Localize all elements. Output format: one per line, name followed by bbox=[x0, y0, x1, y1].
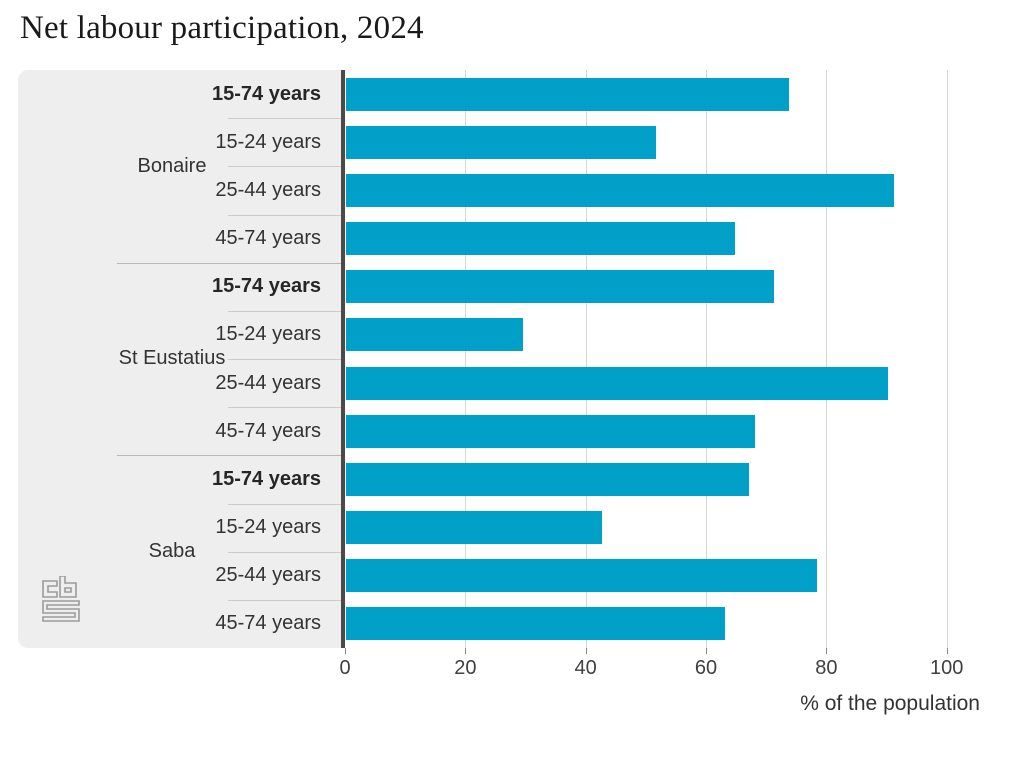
x-tick-label: 20 bbox=[454, 657, 477, 679]
gridline bbox=[946, 70, 948, 648]
bar bbox=[346, 462, 749, 496]
bar bbox=[346, 366, 888, 400]
bar bbox=[346, 559, 818, 593]
bar-row-label: 15-74 years bbox=[212, 82, 321, 105]
group-label: Bonaire bbox=[137, 154, 207, 177]
cbs-logo-c bbox=[42, 580, 58, 598]
cbs-logo bbox=[42, 576, 80, 622]
group-separator bbox=[117, 455, 345, 457]
gridline bbox=[706, 70, 708, 648]
gridline bbox=[465, 70, 467, 648]
row-separator bbox=[228, 407, 345, 409]
bar bbox=[346, 511, 602, 544]
bar bbox=[346, 125, 656, 159]
x-axis-ticks: 0 20 40 60 80 100 bbox=[18, 648, 1006, 698]
chart-title: Net labour participation, 2024 bbox=[20, 10, 424, 46]
row-separator bbox=[228, 503, 345, 505]
x-tick-label: 80 bbox=[815, 657, 838, 679]
x-tick-label: 0 bbox=[339, 657, 351, 679]
x-tick-label: 60 bbox=[694, 657, 718, 679]
x-tick-label: 40 bbox=[574, 657, 597, 679]
group-separator bbox=[117, 262, 345, 264]
cbs-logo-s bbox=[42, 600, 80, 622]
group-label: St Eustatius bbox=[118, 347, 226, 370]
x-tick-mark bbox=[946, 648, 948, 654]
bar-row-label: 45-74 years bbox=[215, 419, 321, 442]
cbs-logo-b bbox=[59, 576, 77, 598]
x-tick-mark bbox=[706, 648, 708, 654]
bar bbox=[346, 607, 726, 641]
x-tick-mark bbox=[826, 648, 828, 654]
bar-row-label: 15-24 years bbox=[215, 323, 321, 346]
bar-row-label: 25-44 years bbox=[215, 371, 321, 394]
bar-row-label: 15-74 years bbox=[212, 467, 321, 490]
gridline bbox=[826, 70, 828, 648]
bar-row-label: 15-24 years bbox=[215, 516, 321, 539]
bar-row-label: 15-24 years bbox=[215, 130, 321, 153]
x-axis-title: % of the population bbox=[800, 692, 980, 715]
bar-row-label: 45-74 years bbox=[215, 612, 321, 635]
x-tick-mark bbox=[465, 648, 467, 654]
gridline bbox=[585, 70, 587, 648]
bar bbox=[346, 318, 523, 352]
bar-row-label: 45-74 years bbox=[215, 227, 321, 250]
bar bbox=[346, 414, 756, 448]
row-separator bbox=[228, 359, 345, 360]
x-tick-mark bbox=[585, 648, 587, 654]
row-separator bbox=[228, 166, 345, 168]
x-tick-mark bbox=[345, 648, 346, 654]
group-label: Saba bbox=[148, 540, 196, 563]
plot-area bbox=[346, 70, 1006, 648]
bar bbox=[346, 222, 735, 255]
row-separator bbox=[228, 214, 345, 216]
bar-row-label: 25-44 years bbox=[215, 178, 321, 201]
row-separator bbox=[228, 551, 345, 553]
bar bbox=[346, 77, 789, 111]
category-panel: Bonaire 15-74 years 15-24 years 25-44 years… bbox=[18, 70, 345, 648]
row-separator bbox=[228, 118, 345, 120]
y-axis-line bbox=[341, 70, 345, 648]
bar bbox=[346, 173, 894, 207]
row-separator bbox=[228, 599, 345, 601]
row-separator bbox=[228, 310, 345, 312]
bar-chart: Bonaire 15-74 years 15-24 years 25-44 years… bbox=[18, 70, 1006, 715]
bar-row-label: 15-74 years bbox=[212, 275, 321, 298]
cbs-logo-b-counter bbox=[64, 587, 72, 593]
x-tick-label: 100 bbox=[930, 657, 964, 679]
bar-row-label: 25-44 years bbox=[215, 564, 321, 587]
bar bbox=[346, 270, 774, 304]
